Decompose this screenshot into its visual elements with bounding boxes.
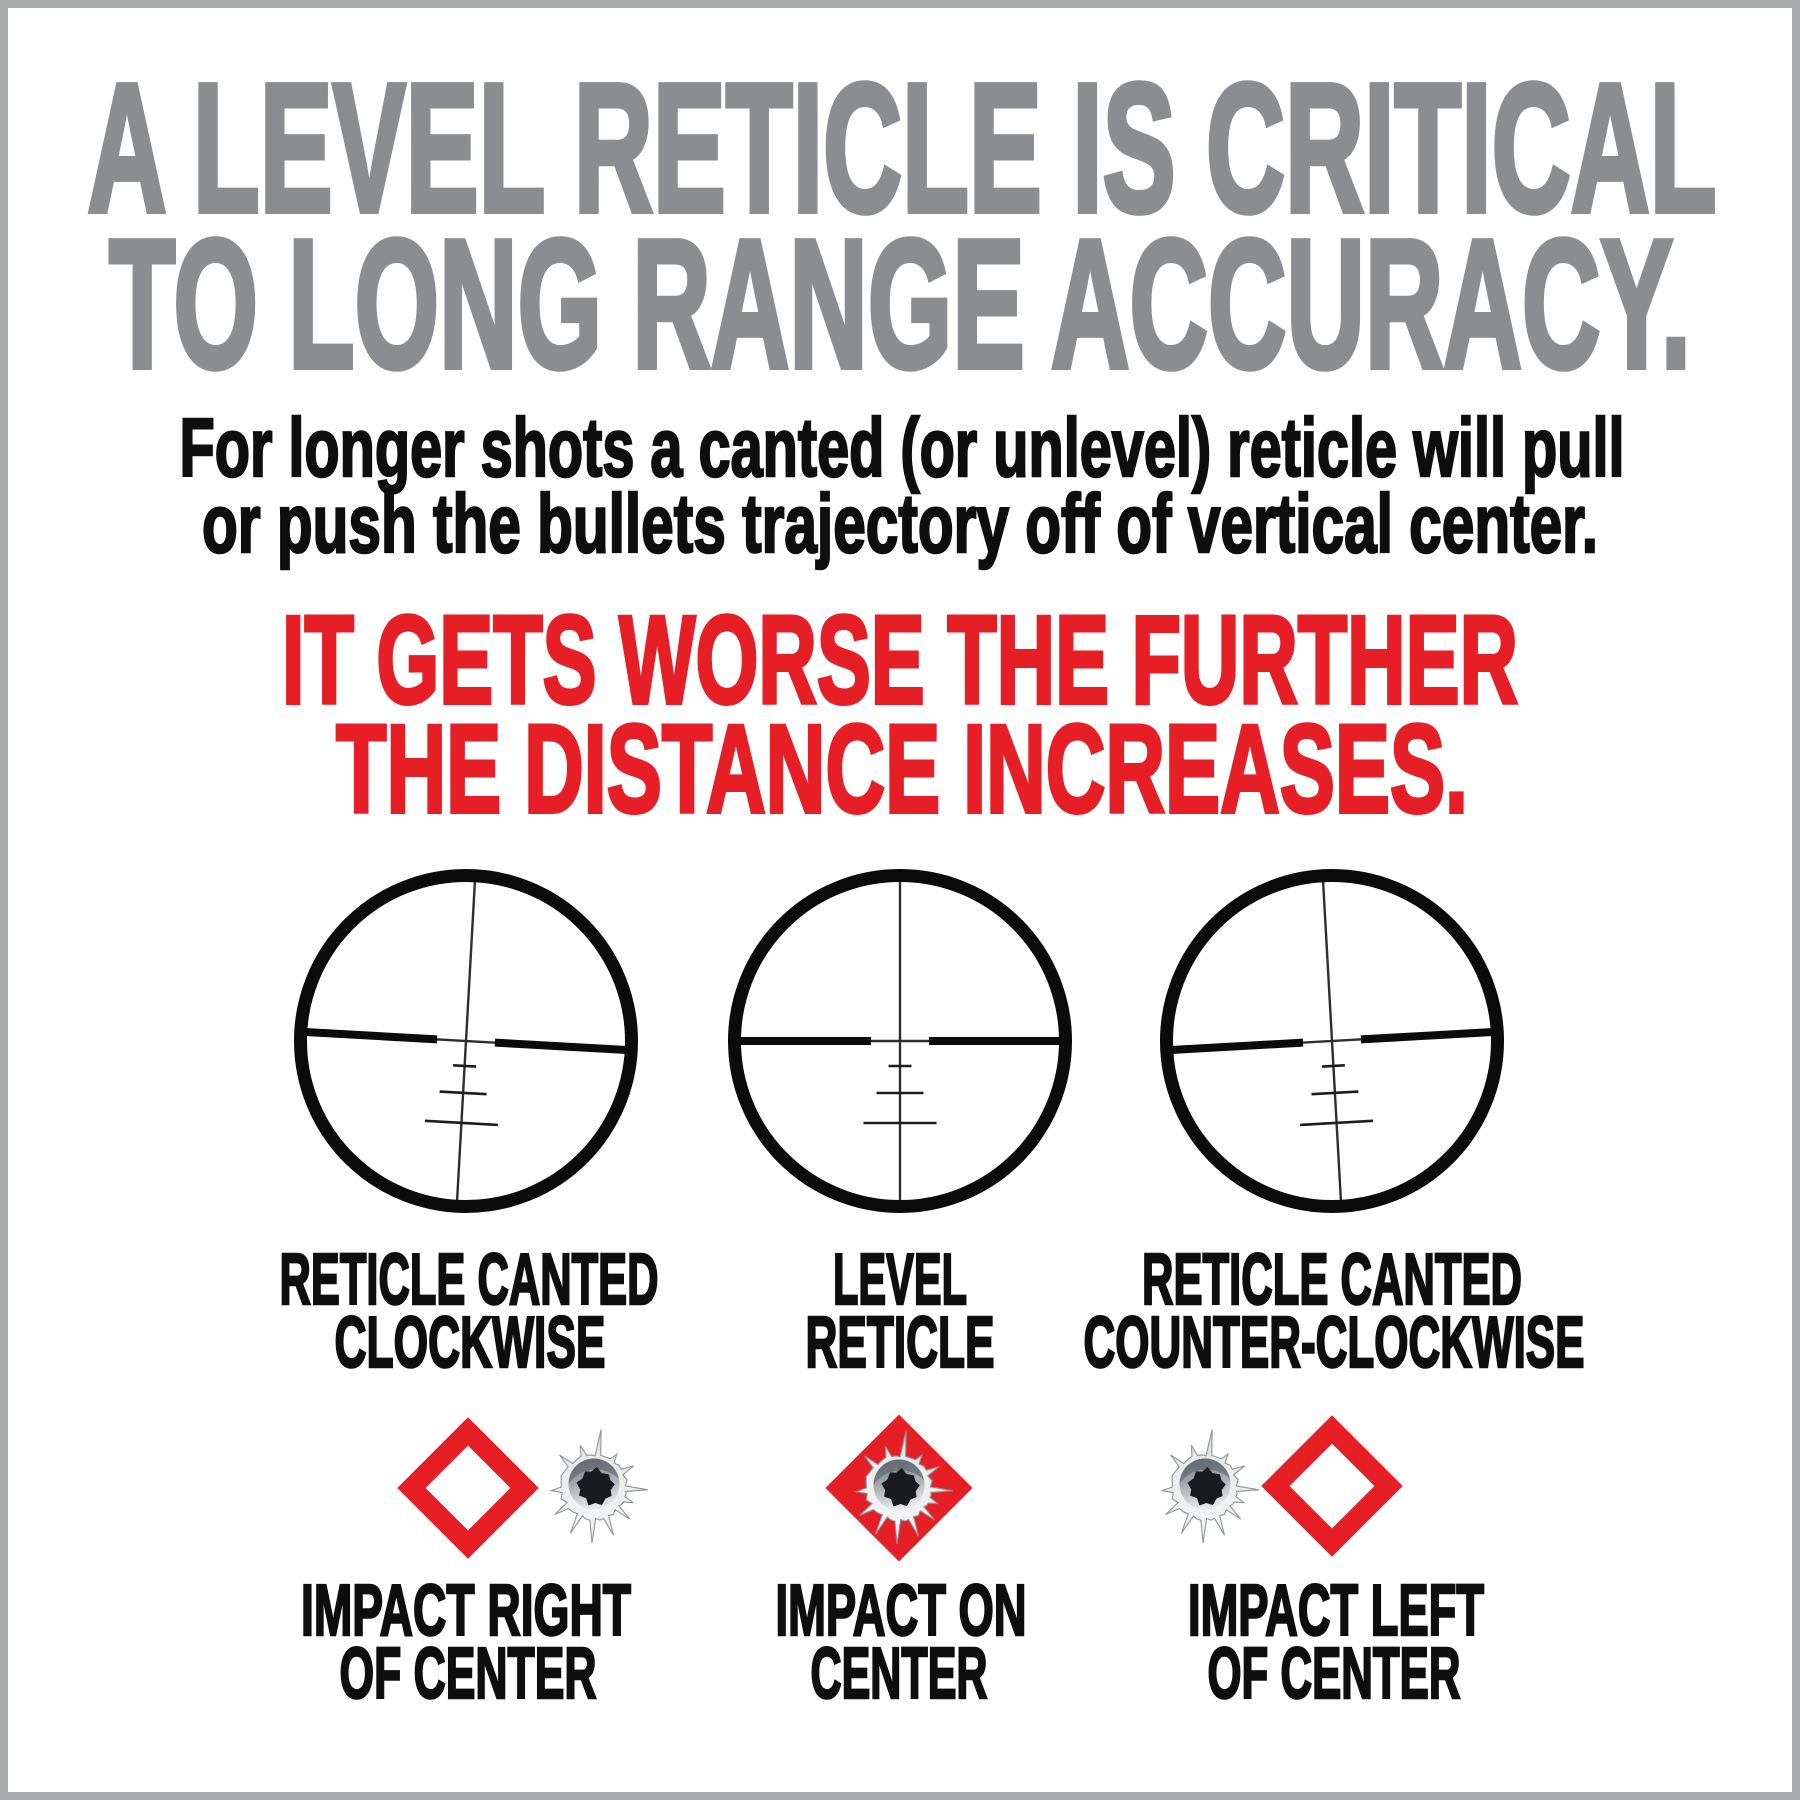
svg-text:IMPACT LEFT: IMPACT LEFT [1188,1571,1484,1651]
svg-text:RETICLE CANTED: RETICLE CANTED [1142,1240,1522,1320]
svg-text:RETICLE CANTED: RETICLE CANTED [280,1240,659,1320]
svg-text:COUNTER-CLOCKWISE: COUNTER-CLOCKWISE [1084,1303,1585,1383]
svg-text:A LEVEL RETICLE IS CRITICAL: A LEVEL RETICLE IS CRITICAL [88,45,1717,250]
svg-text:CENTER: CENTER [811,1634,988,1714]
svg-text:OF CENTER: OF CENTER [1208,1634,1461,1714]
svg-text:LEVEL: LEVEL [833,1240,967,1320]
svg-text:IMPACT RIGHT: IMPACT RIGHT [301,1571,631,1651]
svg-text:CLOCKWISE: CLOCKWISE [335,1303,606,1383]
svg-text:THE DISTANCE INCREASES.: THE DISTANCE INCREASES. [336,700,1468,839]
svg-text:or push the bullets trajectory: or push the bullets trajectory off of ve… [202,477,1598,570]
svg-text:IT GETS WORSE THE FURTHER: IT GETS WORSE THE FURTHER [282,591,1518,730]
svg-text:RETICLE: RETICLE [806,1303,995,1383]
svg-text:TO LONG RANGE ACCURACY.: TO LONG RANGE ACCURACY. [109,201,1691,406]
svg-text:IMPACT ON: IMPACT ON [776,1571,1027,1651]
svg-text:OF CENTER: OF CENTER [340,1634,597,1714]
svg-text:For longer shots a canted (or: For longer shots a canted (or unlevel) r… [180,401,1625,494]
